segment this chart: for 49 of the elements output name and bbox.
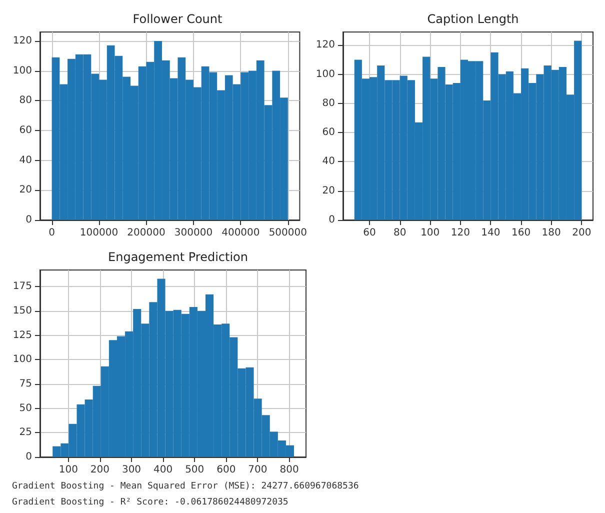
x-tick-label: 500000 [268, 228, 308, 238]
y-tick-label: 80 [322, 98, 335, 109]
y-tick-label: 0 [328, 214, 335, 226]
y-tick-label: 80 [19, 95, 32, 106]
chart-title: Engagement Prediction [108, 250, 248, 264]
x-tick-label: 300000 [174, 228, 213, 238]
y-tick-label: 150 [12, 305, 32, 316]
y-tick-label: 125 [12, 330, 32, 341]
x-tick-label: 200 [90, 464, 110, 476]
x-tick-label: 600 [216, 464, 236, 476]
y-tick-label: 20 [19, 184, 32, 196]
text: Gradient Boosting - R² Score: -0.061786024480972035 [12, 498, 288, 508]
x-tick-label: 140 [481, 228, 500, 238]
y-tick-label: 25 [19, 427, 32, 438]
y-tick-label: 175 [12, 281, 32, 292]
y-tick-label: 40 [322, 156, 335, 168]
y-tick-label: 60 [19, 124, 32, 136]
y-tick-label: 50 [19, 402, 32, 414]
y-tick-label: 0 [26, 452, 32, 462]
x-tick-label: 60 [363, 228, 376, 238]
x-tick-label: 180 [542, 228, 561, 238]
y-tick-label: 120 [316, 40, 335, 51]
y-tick-label: 40 [19, 154, 32, 166]
y-tick-label: 100 [12, 65, 32, 76]
text: Gradient Boosting - Mean Squared Error (MSE): 24277.660967068536 [12, 482, 359, 492]
y-tick-label: 0 [26, 214, 32, 226]
y-tick-label: 120 [12, 35, 32, 46]
x-tick-label: 500 [185, 464, 204, 476]
y-tick-label: 100 [12, 354, 32, 366]
x-tick-label: 100 [420, 228, 440, 238]
x-tick-label: 80 [393, 228, 406, 238]
x-tick-label: 200000 [127, 228, 166, 238]
x-tick-label: 0 [48, 228, 55, 238]
chart-title: Follower Count [132, 12, 222, 26]
x-tick-label: 200 [572, 228, 592, 238]
chart-title: Caption Length [427, 12, 519, 26]
x-tick-label: 120 [450, 228, 470, 238]
y-tick-label: 60 [322, 127, 335, 138]
x-tick-label: 700 [248, 464, 268, 476]
y-tick-label: 100 [316, 68, 335, 80]
y-tick-label: 75 [19, 378, 32, 390]
x-tick-label: 100000 [80, 228, 118, 238]
x-tick-label: 100 [58, 464, 78, 476]
y-tick-label: 20 [322, 185, 335, 196]
x-tick-label: 160 [511, 228, 531, 238]
x-tick-label: 400 [154, 464, 173, 476]
x-tick-label: 400000 [222, 228, 260, 238]
x-tick-label: 800 [280, 464, 299, 476]
x-tick-label: 300 [122, 464, 142, 476]
